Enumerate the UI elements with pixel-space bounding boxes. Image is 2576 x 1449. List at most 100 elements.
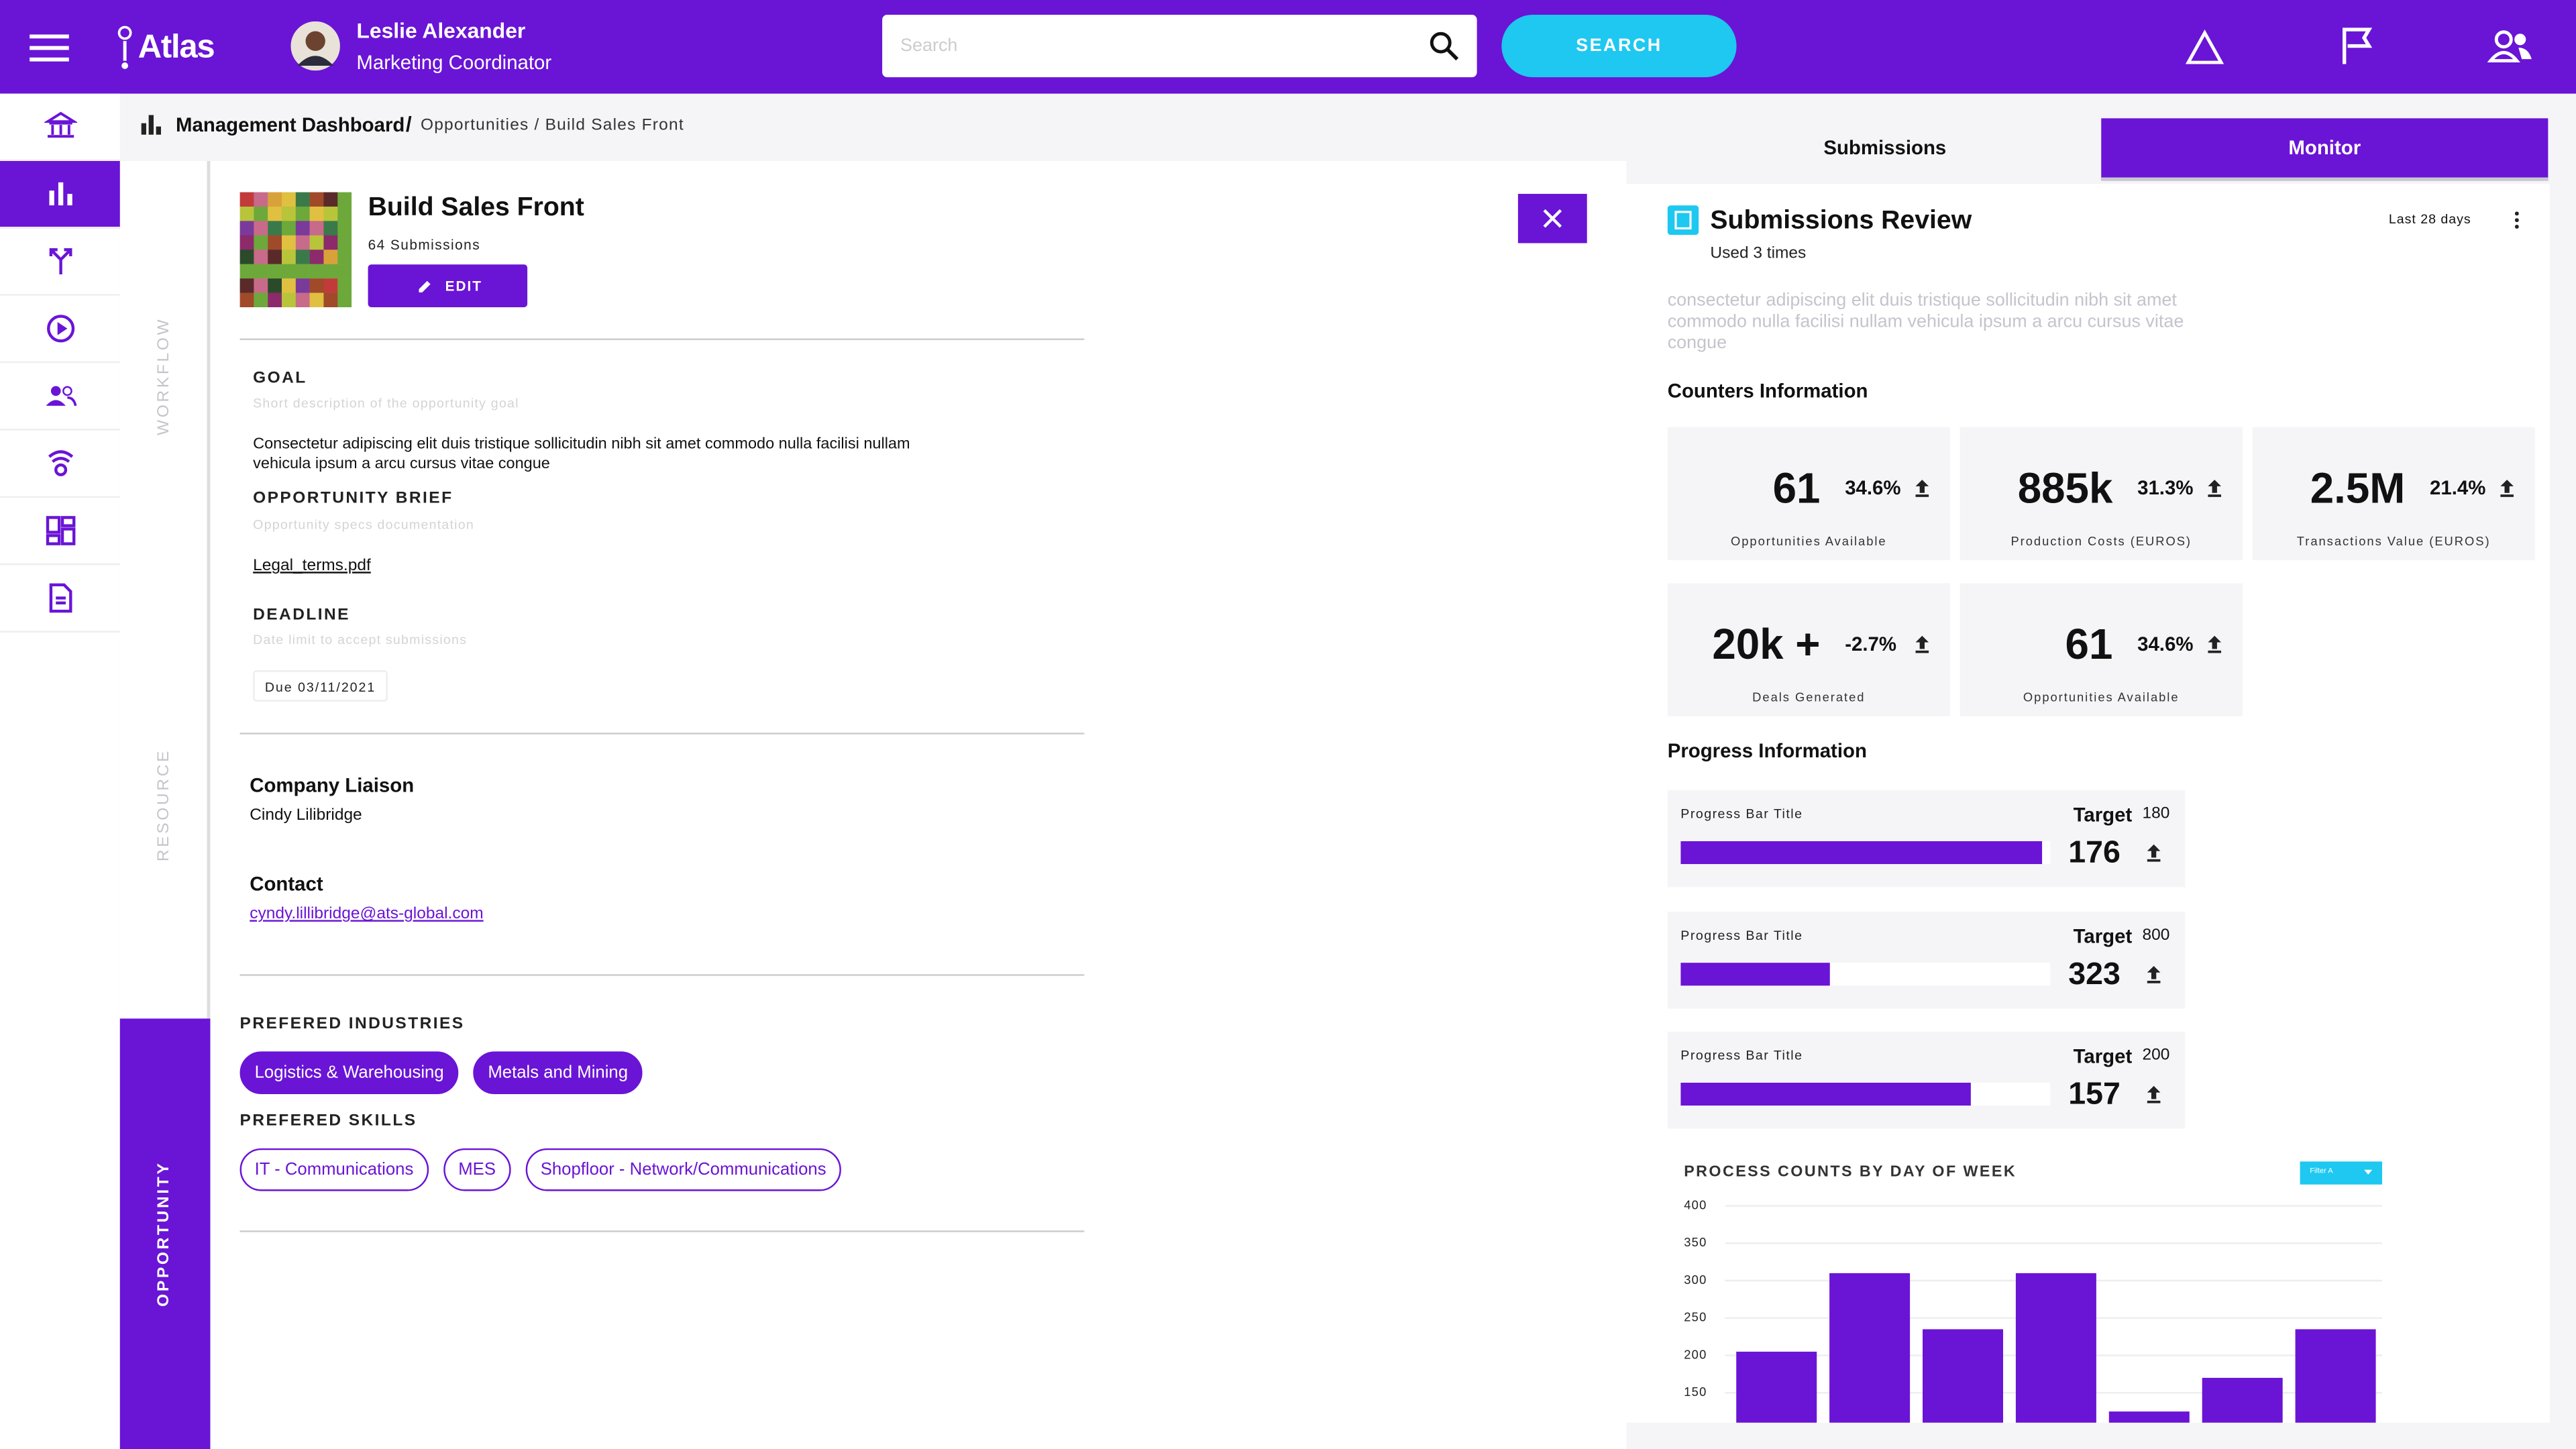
more-menu[interactable] — [2512, 210, 2522, 229]
mosaic-tile — [282, 264, 297, 279]
up-icon — [2500, 480, 2514, 497]
file-link[interactable]: Legal_terms.pdf — [253, 557, 371, 576]
tab[interactable]: Submissions — [1823, 136, 1947, 160]
mosaic-tile — [337, 192, 352, 207]
nav-icon — [49, 182, 72, 206]
counter-value: 885k — [2017, 463, 2113, 513]
period[interactable]: Last 28 days — [2388, 211, 2471, 227]
alert-icon[interactable] — [2185, 30, 2224, 66]
mosaic-tile — [309, 278, 324, 293]
contact-email[interactable]: cyndy.lillibridge@ats-global.com — [250, 905, 484, 924]
tab-underline — [2101, 177, 2548, 181]
mosaic-tile — [337, 292, 352, 307]
mosaic-tile — [239, 235, 254, 250]
up-icon — [2147, 965, 2161, 983]
mosaic-tile — [239, 264, 254, 279]
side-tab[interactable]: WORKFLOW — [155, 317, 174, 435]
counter-label: Deals Generated — [1752, 690, 1866, 705]
up-icon — [1915, 635, 1929, 653]
counter-card — [1960, 583, 2243, 716]
search-input[interactable] — [882, 15, 1477, 78]
section-label: DEADLINE — [253, 606, 350, 625]
breadcrumb-title[interactable]: Management Dashboard — [176, 113, 405, 137]
active-tab[interactable] — [119, 1018, 211, 1449]
mosaic-tile — [282, 206, 297, 221]
nav-icon — [44, 111, 78, 138]
mosaic-tile — [337, 221, 352, 236]
mosaic-tile — [323, 250, 338, 264]
user-name: Leslie Alexander — [356, 17, 526, 43]
target-label: Target — [2073, 803, 2133, 826]
search-icon[interactable] — [1430, 32, 1459, 61]
tab-strip — [119, 161, 209, 1019]
mosaic-tile — [295, 221, 310, 236]
progress-label: Progress Bar Title — [1680, 806, 1803, 822]
logo-icon — [117, 25, 132, 69]
edit-label: EDIT — [445, 277, 482, 294]
side-tab[interactable]: RESOURCE — [155, 748, 174, 862]
avatar[interactable] — [290, 21, 340, 71]
chart: 150 200 250 300 350 400 — [1684, 1197, 2383, 1423]
review-icon — [1667, 205, 1699, 235]
nav-item[interactable] — [0, 228, 120, 296]
mosaic-tile — [309, 250, 324, 264]
counter-card — [1960, 427, 2243, 561]
nav-icon — [49, 248, 72, 274]
mosaic-tile — [239, 250, 254, 264]
edit-icon — [419, 280, 431, 292]
counter-label: Opportunities Available — [1731, 533, 1887, 549]
progress-fill — [1680, 961, 1830, 985]
mosaic-tile — [323, 292, 338, 307]
close-icon — [1543, 209, 1562, 228]
chip[interactable]: Metals and Mining — [473, 1051, 643, 1095]
target-value: 200 — [2142, 1046, 2170, 1065]
divider — [239, 974, 1085, 976]
mosaic-tile — [268, 221, 282, 236]
mosaic-tile — [323, 206, 338, 221]
nav-item[interactable] — [0, 363, 120, 431]
y-tick-label: 250 — [1684, 1310, 1707, 1324]
tab-active[interactable]: Monitor — [2101, 118, 2548, 181]
counter-value: 61 — [2065, 619, 2113, 669]
chip[interactable]: Logistics & Warehousing — [239, 1051, 459, 1095]
section-label: PREFERED SKILLS — [239, 1112, 417, 1130]
divider — [239, 338, 1085, 340]
app-name: Atlas — [138, 30, 215, 66]
counter-change: 34.6% — [1845, 476, 1901, 500]
mosaic-tile — [239, 292, 254, 307]
chip[interactable]: IT - Communications — [239, 1148, 429, 1191]
mosaic-tile — [268, 192, 282, 207]
nav-icon — [49, 583, 72, 613]
bar — [2108, 1411, 2190, 1423]
progress-fill — [1680, 841, 2043, 865]
menu-button[interactable] — [30, 33, 69, 62]
people-icon[interactable] — [2487, 28, 2534, 64]
nav-item[interactable] — [0, 565, 120, 633]
mosaic-tile — [282, 250, 297, 264]
target-value: 800 — [2142, 926, 2170, 944]
side-tab[interactable]: OPPORTUNITY — [155, 1161, 174, 1307]
target-label: Target — [2073, 924, 2133, 947]
section-hint: Opportunity specs documentation — [253, 517, 474, 533]
search-button[interactable]: SEARCH — [1501, 15, 1737, 78]
breadcrumb-trail[interactable]: Opportunities / Build Sales Front — [420, 116, 684, 135]
progress-fill — [1680, 1082, 1971, 1106]
mosaic-tile — [337, 206, 352, 221]
progress-track — [1680, 841, 2051, 865]
chip[interactable]: MES — [443, 1148, 511, 1191]
chart-title: PROCESS COUNTS BY DAY OF WEEK — [1684, 1163, 2017, 1181]
mosaic-tile — [295, 235, 310, 250]
filter-label: Filter A — [2310, 1166, 2333, 1175]
counter-change: 34.6% — [2137, 632, 2194, 656]
y-tick-label: 200 — [1684, 1347, 1707, 1361]
edit-button[interactable] — [368, 264, 528, 307]
opportunity-title: Build Sales Front — [368, 193, 584, 222]
mosaic-tile — [337, 250, 352, 264]
chip[interactable]: Shopfloor - Network/Communications — [525, 1148, 841, 1191]
section-label: GOAL — [253, 370, 307, 388]
mosaic-tile — [254, 250, 268, 264]
mosaic-tile — [282, 278, 297, 293]
flag-icon[interactable] — [2339, 26, 2375, 66]
counter-label: Production Costs (EUROS) — [2010, 533, 2192, 549]
mosaic-tile — [309, 206, 324, 221]
